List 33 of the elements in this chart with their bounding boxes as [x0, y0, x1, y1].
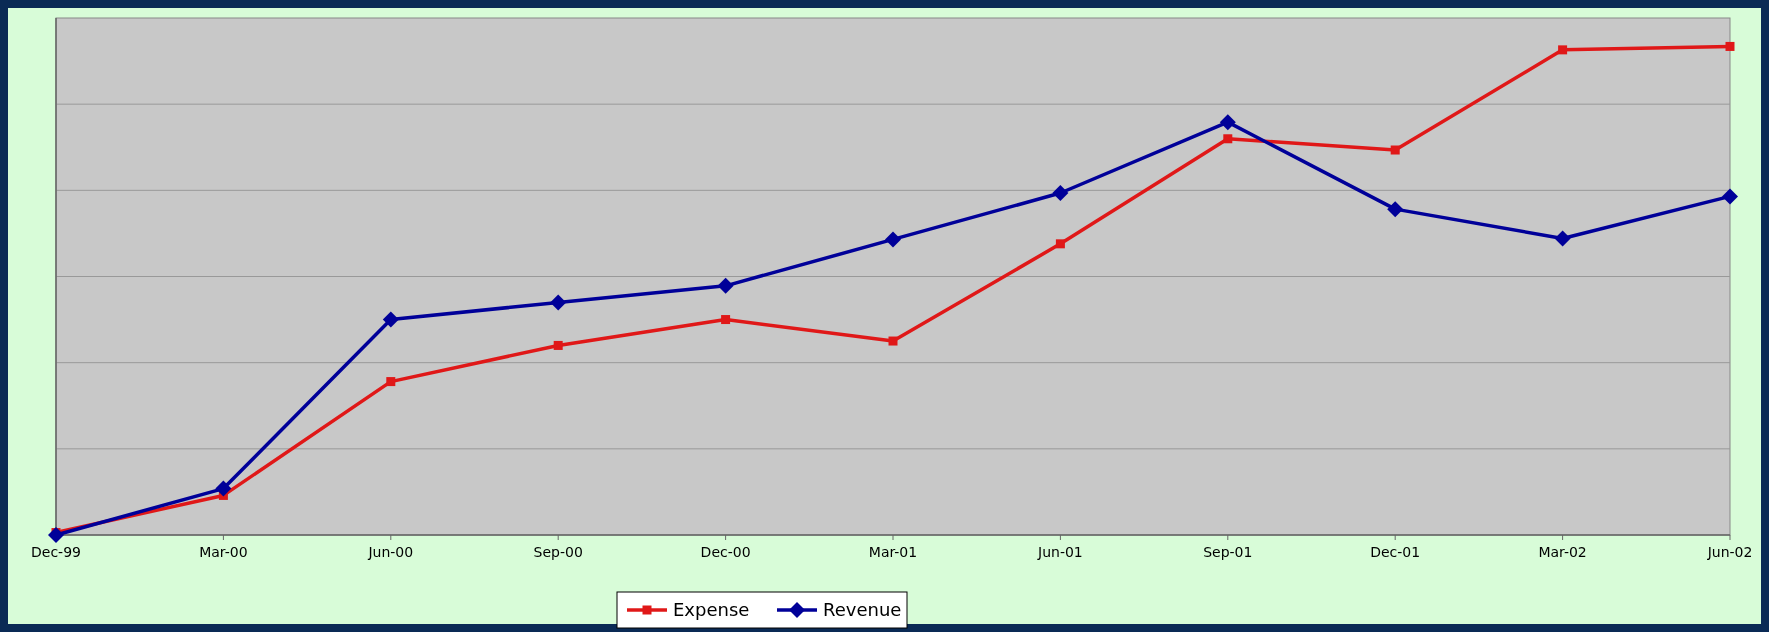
point	[48, 527, 64, 543]
point	[1390, 145, 1400, 155]
x-tick-label: Sep-01	[1203, 544, 1253, 560]
x-tick-label: Dec-00	[700, 544, 751, 560]
point	[1052, 185, 1069, 201]
point	[215, 480, 232, 497]
point	[1219, 114, 1236, 131]
point	[550, 294, 567, 311]
point	[885, 231, 901, 248]
point	[721, 315, 731, 325]
point	[888, 336, 898, 346]
x-tick-label: Jun-00	[367, 544, 414, 560]
x-tick-label: Sep-00	[533, 544, 583, 560]
x-tick-label: Mar-00	[199, 544, 248, 560]
point	[1558, 45, 1568, 55]
point	[1055, 239, 1065, 249]
point	[717, 277, 734, 294]
point	[553, 340, 563, 350]
x-tick-label: Mar-01	[868, 544, 918, 560]
point	[1223, 134, 1233, 144]
point	[1387, 201, 1404, 218]
point	[1722, 188, 1738, 205]
legend-label: Expense	[673, 599, 750, 620]
legend-label: Revenue	[823, 599, 902, 620]
x-tick-label: Dec-99	[31, 544, 81, 560]
point	[1554, 230, 1571, 247]
point	[382, 311, 399, 328]
x-tick-label: Jun-01	[1037, 544, 1083, 560]
x-tick-label: Dec-01	[1370, 544, 1421, 560]
point	[386, 377, 396, 387]
x-tick-label: Jun-02	[1706, 544, 1753, 560]
point	[1725, 41, 1735, 51]
x-tick-label: Mar-02	[1538, 544, 1587, 560]
